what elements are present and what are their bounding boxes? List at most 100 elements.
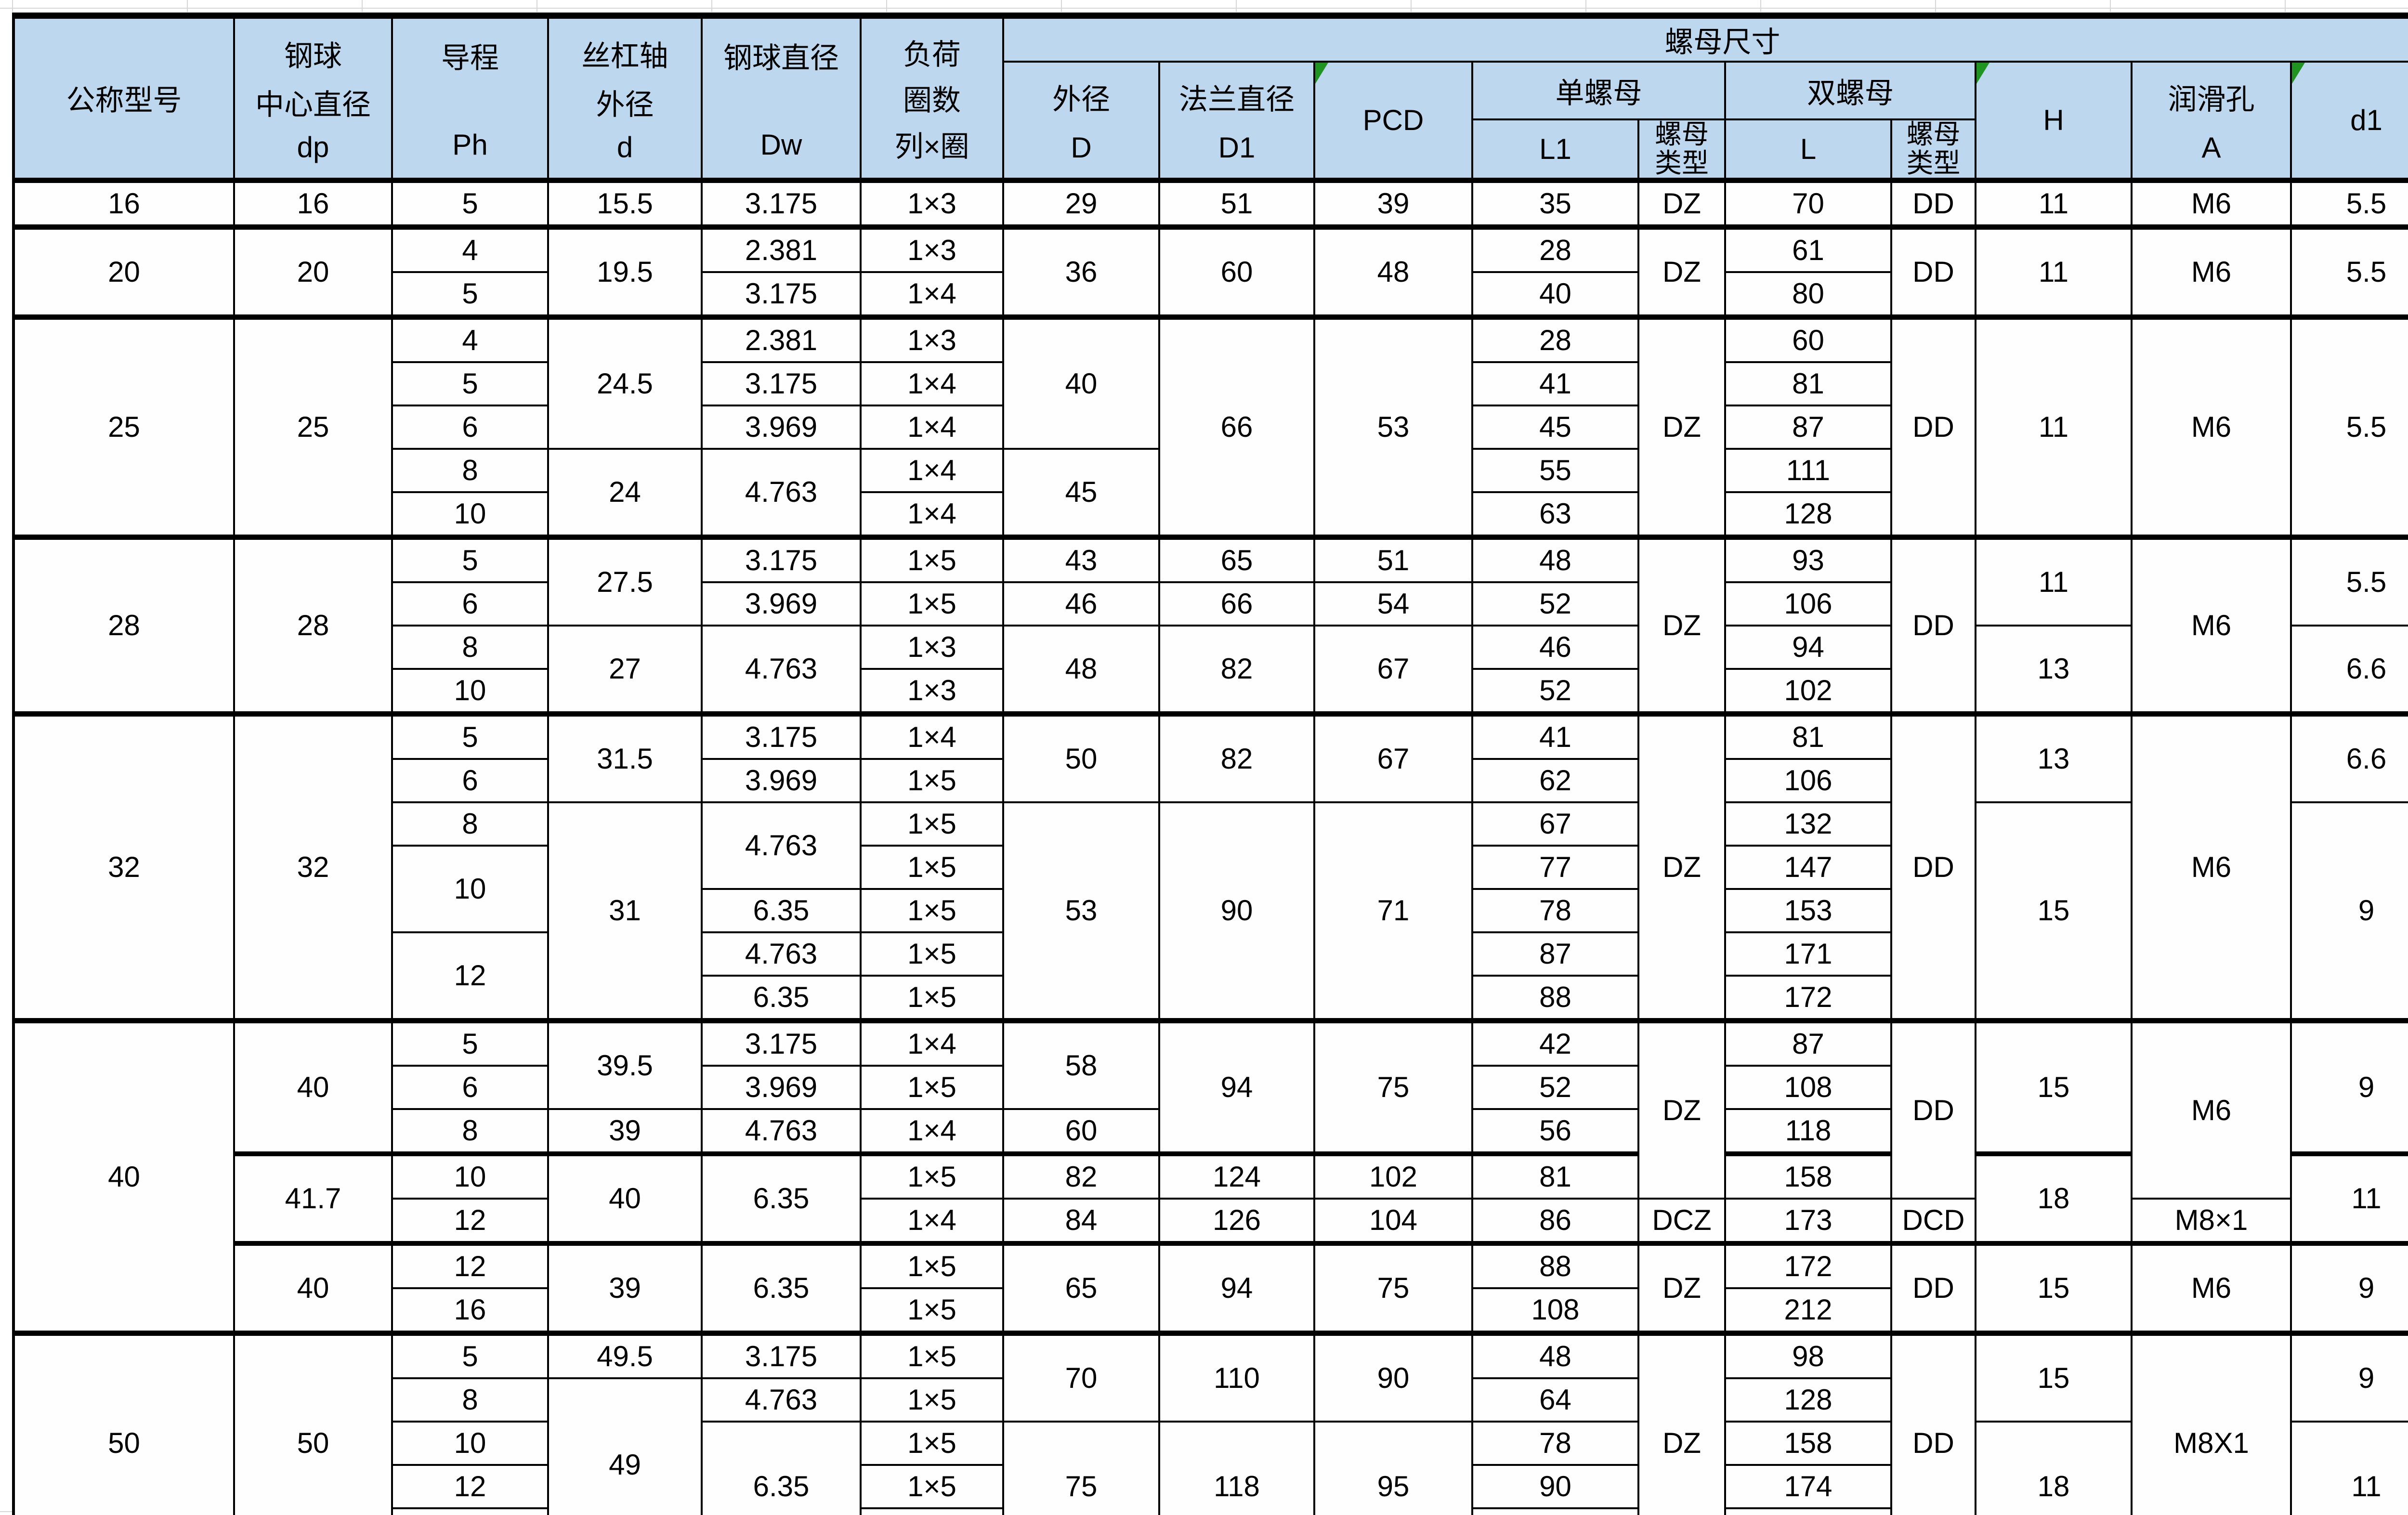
cell-load-circuits[interactable]: 1×4 (860, 361, 1004, 406)
cell-l[interactable]: 172 (1724, 974, 1892, 1021)
cell-load-circuits[interactable]: 1×3 (860, 314, 1004, 363)
cell-lube-hole[interactable]: M8X1 (2131, 1330, 2292, 1515)
cell-nut-od[interactable]: 48 (1002, 624, 1160, 715)
cell-l1[interactable]: 48 (1471, 534, 1639, 583)
cell-lube-hole[interactable]: M6 (2131, 177, 2292, 228)
cell-flange-dia[interactable]: 118 (1158, 1420, 1315, 1515)
cell-l1[interactable]: 87 (1471, 931, 1639, 977)
cell-shaft-od[interactable]: 15.5 (547, 177, 703, 228)
cell-nut-od[interactable]: 60 (1002, 1108, 1160, 1155)
cell-l1[interactable]: 64 (1471, 1377, 1639, 1423)
cell-ball-dia[interactable]: 3.969 (701, 1064, 862, 1110)
cell-shaft-od[interactable]: 24.5 (547, 314, 703, 450)
cell-ball-dia[interactable]: 2.381 (701, 224, 862, 273)
cell-lead[interactable]: 10 (391, 1151, 549, 1200)
header-pcd[interactable]: PCD (1313, 61, 1473, 181)
cell-load-circuits[interactable]: 1×5 (860, 931, 1004, 977)
cell-load-circuits[interactable]: 1×4 (860, 1197, 1004, 1244)
cell-l1[interactable]: 62 (1471, 758, 1639, 803)
cell-l[interactable]: 108 (1724, 1064, 1892, 1110)
cell-flange-dia[interactable]: 126 (1158, 1197, 1315, 1244)
cell-pcd[interactable]: 48 (1313, 224, 1473, 318)
cell-ball-dia[interactable]: 6.35 (701, 1151, 862, 1244)
cell-lead[interactable]: 12 (391, 931, 549, 1021)
cell-ball-dia[interactable]: 3.175 (701, 711, 862, 760)
cell-nut-od[interactable]: 45 (1002, 447, 1160, 538)
cell-load-circuits[interactable]: 1×5 (860, 534, 1004, 583)
cell-load-circuits[interactable]: 1×5 (860, 1330, 1004, 1379)
cell-l1[interactable]: 78 (1471, 888, 1639, 933)
header-nut-od[interactable]: 外径 D (1002, 61, 1160, 181)
cell-l[interactable]: 132 (1724, 801, 1892, 847)
cell-lead[interactable]: 12 (391, 1463, 549, 1509)
cell-nut-od[interactable]: 36 (1002, 224, 1160, 318)
cell-lead[interactable]: 6 (391, 1064, 549, 1110)
cell-pcd[interactable]: 71 (1313, 801, 1473, 1021)
cell-load-circuits[interactable]: 1×4 (860, 447, 1004, 493)
cell-l[interactable]: 87 (1724, 1018, 1892, 1067)
cell-lead[interactable]: 8 (391, 1108, 549, 1155)
cell-shaft-od[interactable]: 31 (547, 801, 703, 1021)
cell-pcd[interactable]: 75 (1313, 1018, 1473, 1155)
cell-lead[interactable]: 16 (391, 1287, 549, 1334)
cell-l[interactable]: 118 (1724, 1108, 1892, 1155)
cell-l[interactable]: 102 (1724, 667, 1892, 715)
cell-d1[interactable]: 11 (2290, 1151, 2408, 1244)
cell-nut-od[interactable]: 43 (1002, 534, 1160, 583)
header-load-circuits[interactable]: 负荷 圈数 列×圈 (860, 13, 1004, 181)
cell-shaft-od[interactable]: 27.5 (547, 534, 703, 627)
cell-shaft-od[interactable]: 31.5 (547, 711, 703, 803)
cell-nut-type-single[interactable]: DCZ (1637, 1197, 1726, 1244)
cell-d1[interactable]: 5.5 (2290, 224, 2408, 318)
cell-lead[interactable]: 10 (391, 667, 549, 715)
cell-nut-type-double[interactable]: DD (1890, 1018, 1976, 1200)
cell-l1[interactable]: 78 (1471, 1420, 1639, 1466)
cell-lead[interactable]: 10 (391, 844, 549, 933)
cell-nut-type-double[interactable]: DD (1890, 534, 1976, 715)
header-dp[interactable]: 钢球 中心直径 dp (233, 13, 393, 181)
header-h[interactable]: H (1975, 61, 2133, 181)
cell-flange-dia[interactable]: 90 (1158, 801, 1315, 1021)
cell-l[interactable]: 171 (1724, 931, 1892, 977)
cell-lead[interactable]: 5 (391, 177, 549, 228)
cell-d1[interactable]: 5.5 (2290, 314, 2408, 538)
cell-flange-dia[interactable]: 51 (1158, 177, 1315, 228)
cell-l1[interactable]: 109 (1471, 1507, 1639, 1515)
cell-l[interactable]: 93 (1724, 534, 1892, 583)
cell-pcd[interactable]: 95 (1313, 1420, 1473, 1515)
cell-model[interactable]: 50 (13, 1330, 235, 1515)
cell-dp[interactable]: 40 (233, 1018, 393, 1155)
cell-nut-type-single[interactable]: DZ (1637, 314, 1726, 538)
cell-l[interactable]: 60 (1724, 314, 1892, 363)
cell-lead[interactable]: 4 (391, 224, 549, 273)
header-nut-type-double[interactable]: 螺母 类型 (1890, 118, 1976, 181)
cell-load-circuits[interactable]: 1×5 (860, 1241, 1004, 1289)
cell-nut-type-double[interactable]: DD (1890, 177, 1976, 228)
cell-l1[interactable]: 35 (1471, 177, 1639, 228)
cell-load-circuits[interactable]: 1×3 (860, 624, 1004, 670)
cell-lead[interactable]: 8 (391, 801, 549, 847)
cell-l[interactable]: 106 (1724, 581, 1892, 627)
cell-load-circuits[interactable]: 1×3 (860, 177, 1004, 228)
cell-flange-dia[interactable]: 82 (1158, 711, 1315, 803)
header-model[interactable]: 公称型号 (13, 13, 235, 181)
cell-lead[interactable]: 6 (391, 758, 549, 803)
cell-load-circuits[interactable]: 1×4 (860, 404, 1004, 450)
cell-nut-od[interactable]: 46 (1002, 581, 1160, 627)
cell-l1[interactable]: 48 (1471, 1330, 1639, 1379)
header-l[interactable]: L (1724, 118, 1892, 181)
cell-nut-od[interactable]: 75 (1002, 1420, 1160, 1515)
cell-load-circuits[interactable]: 1×5 (860, 1463, 1004, 1509)
cell-nut-od[interactable]: 50 (1002, 711, 1160, 803)
cell-nut-od[interactable]: 29 (1002, 177, 1160, 228)
cell-l[interactable]: 174 (1724, 1463, 1892, 1509)
cell-l[interactable]: 81 (1724, 711, 1892, 760)
cell-l1[interactable]: 28 (1471, 314, 1639, 363)
cell-l[interactable]: 70 (1724, 177, 1892, 228)
cell-nut-od[interactable]: 82 (1002, 1151, 1160, 1200)
cell-lead[interactable]: 16 (391, 1507, 549, 1515)
cell-load-circuits[interactable]: 1×5 (860, 1420, 1004, 1466)
cell-pcd[interactable]: 67 (1313, 624, 1473, 715)
cell-ball-dia[interactable]: 3.175 (701, 534, 862, 583)
cell-shaft-od[interactable]: 40 (547, 1151, 703, 1244)
